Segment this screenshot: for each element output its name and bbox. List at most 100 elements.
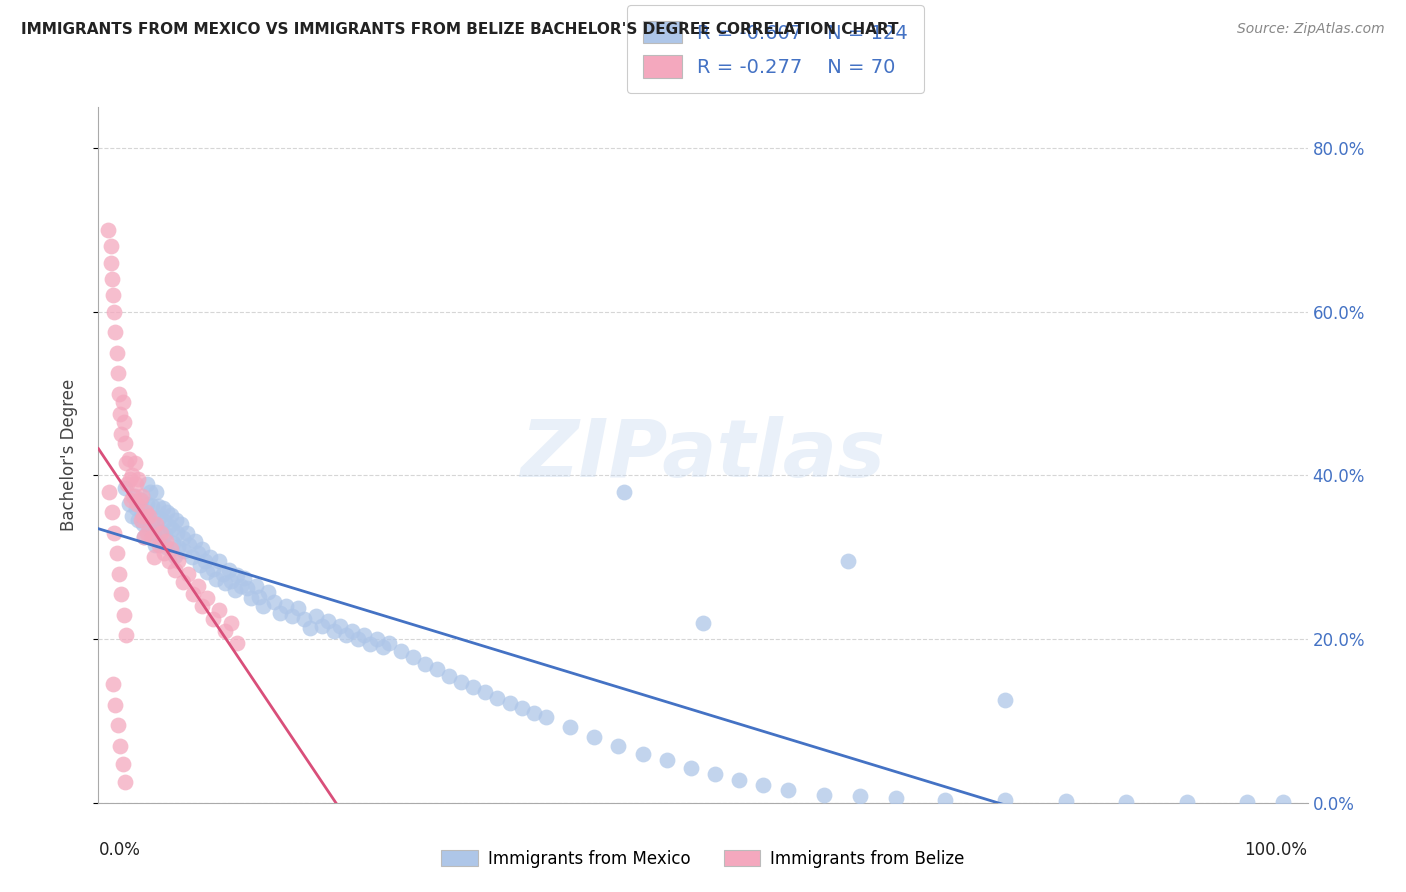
Point xyxy=(316,614,339,628)
Point xyxy=(103,525,125,540)
Point xyxy=(218,562,240,576)
Point xyxy=(172,532,194,546)
Point xyxy=(583,731,606,745)
Point xyxy=(112,607,135,622)
Point xyxy=(245,579,267,593)
Point xyxy=(97,223,120,237)
Point xyxy=(177,566,200,581)
Point xyxy=(160,542,183,557)
Point xyxy=(191,542,214,557)
Point xyxy=(704,767,727,781)
Point xyxy=(437,669,460,683)
Point xyxy=(269,606,291,620)
Point xyxy=(101,288,124,302)
Point xyxy=(107,366,129,380)
Legend: R = -0.607    N = 124, R = -0.277    N = 70: R = -0.607 N = 124, R = -0.277 N = 70 xyxy=(627,5,924,93)
Point xyxy=(994,693,1017,707)
Point xyxy=(152,546,174,560)
Point xyxy=(145,517,167,532)
Point xyxy=(226,568,249,582)
Point xyxy=(110,427,132,442)
Point xyxy=(191,599,214,614)
Point xyxy=(181,587,204,601)
Point xyxy=(994,793,1017,807)
Point xyxy=(252,599,274,614)
Point xyxy=(153,527,176,541)
Point xyxy=(776,782,799,797)
Point xyxy=(247,590,270,604)
Point xyxy=(150,525,173,540)
Point xyxy=(329,619,352,633)
Point xyxy=(141,500,163,514)
Point xyxy=(172,574,194,589)
Point xyxy=(752,778,775,792)
Point xyxy=(366,632,388,646)
Point xyxy=(125,476,148,491)
Point xyxy=(311,619,333,633)
Point xyxy=(100,239,122,253)
Point xyxy=(145,484,167,499)
Point xyxy=(108,739,131,753)
Point xyxy=(111,756,134,771)
Point xyxy=(426,662,449,676)
Point xyxy=(184,533,207,548)
Point xyxy=(342,624,364,638)
Legend: Immigrants from Mexico, Immigrants from Belize: Immigrants from Mexico, Immigrants from … xyxy=(434,844,972,875)
Point xyxy=(558,721,581,735)
Point xyxy=(100,255,122,269)
Point xyxy=(131,489,153,503)
Point xyxy=(157,554,180,568)
Point xyxy=(124,456,146,470)
Point xyxy=(208,554,231,568)
Point xyxy=(169,517,191,532)
Point xyxy=(135,525,157,540)
Point xyxy=(124,489,146,503)
Point xyxy=(138,509,160,524)
Point xyxy=(121,509,143,524)
Point xyxy=(167,554,190,568)
Point xyxy=(523,706,546,720)
Point xyxy=(498,696,520,710)
Point xyxy=(188,558,211,572)
Point xyxy=(118,473,141,487)
Text: 100.0%: 100.0% xyxy=(1244,841,1308,859)
Point xyxy=(152,514,174,528)
Point xyxy=(402,650,425,665)
Point xyxy=(138,522,160,536)
Text: Source: ZipAtlas.com: Source: ZipAtlas.com xyxy=(1237,22,1385,37)
Point xyxy=(389,643,412,657)
Point xyxy=(323,624,346,638)
Point xyxy=(104,698,127,712)
Point xyxy=(1054,794,1077,808)
Point xyxy=(132,509,155,524)
Point xyxy=(115,456,138,470)
Point xyxy=(274,599,297,614)
Point xyxy=(127,513,149,527)
Point xyxy=(114,775,136,789)
Point xyxy=(299,622,322,636)
Point xyxy=(886,790,908,805)
Point xyxy=(187,579,209,593)
Point xyxy=(463,680,485,694)
Point xyxy=(118,452,141,467)
Point xyxy=(142,511,165,525)
Point xyxy=(149,524,172,538)
Point xyxy=(166,525,188,540)
Point xyxy=(101,677,124,691)
Point xyxy=(1272,795,1295,809)
Point xyxy=(134,530,156,544)
Point xyxy=(148,511,170,525)
Point xyxy=(281,609,304,624)
Point xyxy=(239,591,262,606)
Point xyxy=(607,739,630,753)
Point xyxy=(195,565,218,579)
Point xyxy=(100,505,122,519)
Point xyxy=(163,549,186,563)
Point xyxy=(849,789,872,804)
Point xyxy=(104,325,127,339)
Point xyxy=(108,566,131,581)
Point xyxy=(236,582,259,596)
Point xyxy=(204,572,226,586)
Point xyxy=(474,685,496,699)
Point xyxy=(127,497,149,511)
